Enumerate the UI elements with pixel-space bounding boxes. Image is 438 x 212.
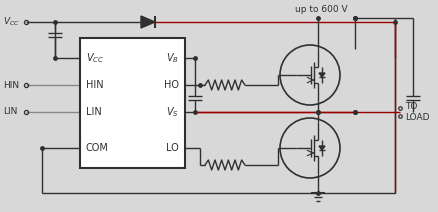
FancyBboxPatch shape [80, 38, 184, 168]
Text: $V_{CC}$: $V_{CC}$ [86, 51, 104, 65]
Text: TO
LOAD: TO LOAD [404, 102, 428, 122]
Polygon shape [141, 16, 155, 28]
Text: LIN: LIN [86, 107, 102, 117]
Polygon shape [318, 146, 324, 150]
Text: up to 600 V: up to 600 V [294, 6, 347, 14]
Polygon shape [318, 73, 324, 77]
Text: COM: COM [86, 143, 109, 153]
Text: LIN: LIN [3, 107, 18, 117]
Text: HIN: HIN [86, 80, 103, 90]
Text: $V_{CC}$: $V_{CC}$ [3, 16, 20, 28]
Text: HIN: HIN [3, 81, 19, 89]
Text: $V_B$: $V_B$ [166, 51, 179, 65]
Text: LO: LO [166, 143, 179, 153]
Text: HO: HO [164, 80, 179, 90]
Text: $V_S$: $V_S$ [166, 105, 179, 119]
